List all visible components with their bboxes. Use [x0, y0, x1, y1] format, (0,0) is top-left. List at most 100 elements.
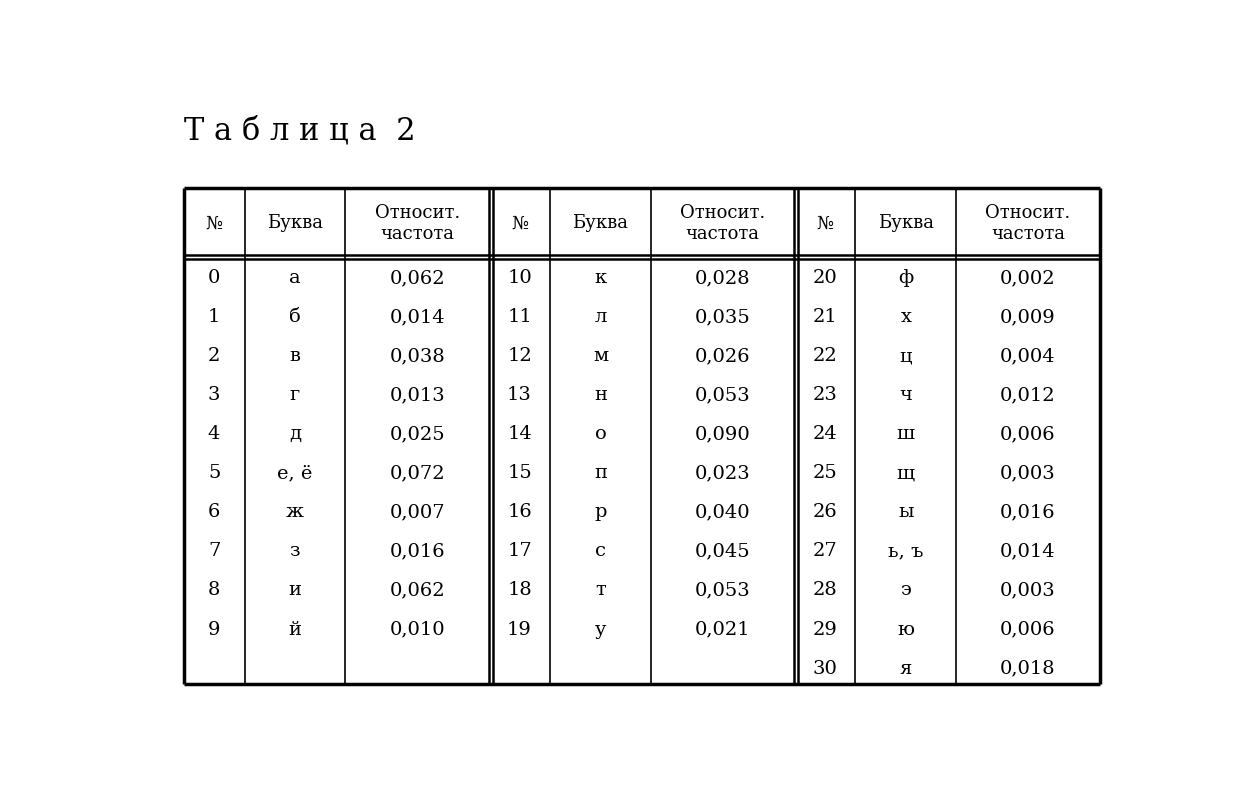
Text: у: у	[594, 620, 607, 638]
Text: Относит.
частота: Относит. частота	[375, 204, 459, 243]
Text: 0,016: 0,016	[390, 542, 444, 560]
Text: 0,038: 0,038	[389, 347, 444, 365]
Text: 0,010: 0,010	[390, 620, 444, 638]
Text: 4: 4	[208, 425, 220, 443]
Text: 17: 17	[508, 542, 532, 560]
Text: 0,062: 0,062	[390, 582, 444, 600]
Text: 0,035: 0,035	[695, 308, 750, 326]
Text: п: п	[594, 465, 607, 483]
Text: 0,004: 0,004	[1000, 347, 1056, 365]
Text: Относит.
частота: Относит. частота	[680, 204, 765, 243]
Text: 24: 24	[812, 425, 837, 443]
Text: 10: 10	[508, 270, 532, 287]
Text: 11: 11	[508, 308, 532, 326]
Text: 0,014: 0,014	[1000, 542, 1056, 560]
Text: 0,023: 0,023	[695, 465, 750, 483]
Text: 14: 14	[508, 425, 532, 443]
Text: 28: 28	[812, 582, 837, 600]
Text: 0,006: 0,006	[1000, 620, 1056, 638]
Text: х: х	[900, 308, 911, 326]
Text: ь, ъ: ь, ъ	[888, 542, 924, 560]
Text: 12: 12	[508, 347, 532, 365]
Text: н: н	[594, 387, 607, 404]
Text: 0,003: 0,003	[1000, 582, 1056, 600]
Text: 0,002: 0,002	[1000, 270, 1056, 287]
Text: 1: 1	[208, 308, 220, 326]
Text: ч: ч	[900, 387, 912, 404]
Text: Т а б л и ц а  2: Т а б л и ц а 2	[183, 116, 415, 146]
Text: 0,006: 0,006	[1000, 425, 1056, 443]
Text: Буква: Буква	[267, 215, 323, 233]
Text: 23: 23	[812, 387, 837, 404]
Text: 9: 9	[208, 620, 220, 638]
Text: Буква: Буква	[878, 215, 933, 233]
Text: ы: ы	[898, 503, 914, 521]
Text: й: й	[288, 620, 302, 638]
Text: с: с	[595, 542, 605, 560]
Text: 13: 13	[508, 387, 532, 404]
Text: 0,012: 0,012	[1000, 387, 1056, 404]
Text: 16: 16	[508, 503, 532, 521]
Text: ф: ф	[899, 270, 914, 287]
Text: 0,028: 0,028	[695, 270, 750, 287]
Text: 18: 18	[508, 582, 532, 600]
Text: г: г	[290, 387, 300, 404]
Text: 0,007: 0,007	[390, 503, 444, 521]
Text: 7: 7	[208, 542, 220, 560]
Text: к: к	[594, 270, 607, 287]
Text: л: л	[594, 308, 607, 326]
Text: №: №	[206, 215, 223, 233]
Text: 26: 26	[812, 503, 837, 521]
Text: 0,013: 0,013	[389, 387, 444, 404]
Text: Буква: Буква	[572, 215, 629, 233]
Text: 2: 2	[208, 347, 220, 365]
Text: 0,090: 0,090	[695, 425, 750, 443]
Text: 0,053: 0,053	[695, 582, 750, 600]
Text: 0,072: 0,072	[390, 465, 444, 483]
Text: 27: 27	[812, 542, 837, 560]
Text: е, ё: е, ё	[277, 465, 313, 483]
Text: 0,053: 0,053	[695, 387, 750, 404]
Text: 20: 20	[812, 270, 837, 287]
Text: 8: 8	[208, 582, 220, 600]
Text: 0,025: 0,025	[390, 425, 444, 443]
Text: 15: 15	[508, 465, 532, 483]
Text: 3: 3	[208, 387, 220, 404]
Text: о: о	[594, 425, 607, 443]
Text: 22: 22	[812, 347, 837, 365]
Text: ц: ц	[900, 347, 912, 365]
Text: ж: ж	[286, 503, 305, 521]
Text: 25: 25	[812, 465, 837, 483]
Text: 0,003: 0,003	[1000, 465, 1056, 483]
Text: 0: 0	[208, 270, 220, 287]
Text: 19: 19	[508, 620, 532, 638]
Text: 5: 5	[208, 465, 220, 483]
Text: 0,062: 0,062	[390, 270, 444, 287]
Text: 29: 29	[812, 620, 837, 638]
Text: Относит.
частота: Относит. частота	[985, 204, 1071, 243]
Text: т: т	[595, 582, 605, 600]
Text: 0,045: 0,045	[695, 542, 750, 560]
Text: з: з	[290, 542, 301, 560]
Text: я: я	[900, 659, 912, 678]
Text: а: а	[290, 270, 301, 287]
Text: 30: 30	[812, 659, 837, 678]
Text: м: м	[593, 347, 608, 365]
Text: №: №	[816, 215, 833, 233]
Text: 0,016: 0,016	[1000, 503, 1056, 521]
Text: б: б	[290, 308, 301, 326]
Text: р: р	[594, 503, 607, 521]
Text: щ: щ	[896, 465, 915, 483]
Text: 0,018: 0,018	[1000, 659, 1056, 678]
Text: №: №	[511, 215, 527, 233]
Text: ю: ю	[898, 620, 915, 638]
Text: э: э	[900, 582, 911, 600]
Text: 0,026: 0,026	[695, 347, 750, 365]
Text: и: и	[288, 582, 302, 600]
Text: 0,040: 0,040	[695, 503, 750, 521]
Text: д: д	[288, 425, 301, 443]
Text: 21: 21	[812, 308, 837, 326]
Text: 0,009: 0,009	[1000, 308, 1056, 326]
Text: 0,014: 0,014	[390, 308, 444, 326]
Text: 0,021: 0,021	[695, 620, 750, 638]
